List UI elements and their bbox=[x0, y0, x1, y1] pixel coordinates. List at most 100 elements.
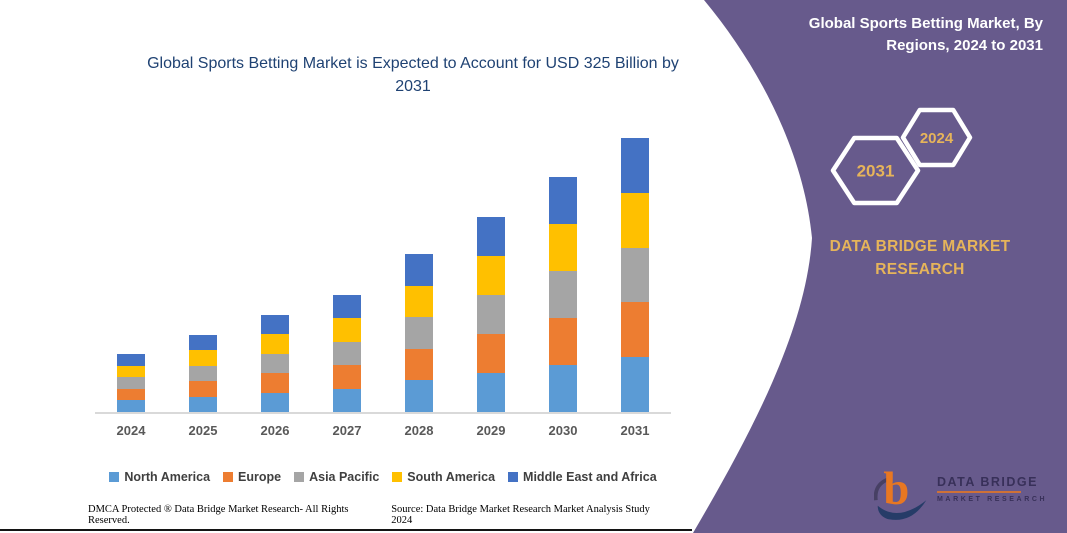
hexagon-2024-label: 2024 bbox=[920, 130, 954, 147]
footer-source-text: Source: Data Bridge Market Research Mark… bbox=[391, 504, 650, 526]
logo-text: DATA BRIDGE MARKET RESEARCH bbox=[937, 475, 1048, 503]
legend-label: Asia Pacific bbox=[309, 470, 380, 484]
legend-marker-icon bbox=[392, 472, 403, 482]
stacked-bar-chart bbox=[95, 127, 671, 414]
bar-segment-2026-europe bbox=[261, 373, 289, 393]
bar-segment-2027-south-america bbox=[333, 318, 361, 342]
bar-column-2027 bbox=[311, 127, 383, 412]
bar-column-2029 bbox=[455, 127, 527, 412]
x-axis-label-2026: 2026 bbox=[260, 423, 290, 438]
bar-column-2024 bbox=[95, 127, 167, 412]
footer-dmca-text: DMCA Protected ® Data Bridge Market Rese… bbox=[88, 504, 349, 526]
chart-legend: North America Europe Asia Pacific South Ame… bbox=[85, 470, 681, 484]
bar-segment-2024-south-america bbox=[117, 365, 145, 378]
legend-label: Europe bbox=[238, 470, 282, 484]
bar-column-2030 bbox=[527, 127, 599, 412]
legend-marker-icon bbox=[294, 472, 305, 482]
bar-column-2026 bbox=[239, 127, 311, 412]
x-axis-label-2025: 2025 bbox=[188, 423, 218, 438]
bar-segment-2030-middle-east-and-africa bbox=[549, 176, 577, 224]
brand-wordmark: DATA BRIDGE MARKET RESEARCH bbox=[829, 238, 1011, 279]
logo-line2: MARKET RESEARCH bbox=[937, 496, 1048, 503]
bar-segment-2024-europe bbox=[117, 388, 145, 401]
legend-item-europe: Europe bbox=[223, 470, 281, 484]
bar-segment-2025-asia-pacific bbox=[189, 365, 217, 381]
legend-item-asia-pacific: Asia Pacific bbox=[294, 470, 379, 484]
legend-marker-icon bbox=[223, 472, 234, 482]
bar-segment-2031-middle-east-and-africa bbox=[621, 138, 649, 193]
bar-segment-2026-middle-east-and-africa bbox=[261, 315, 289, 335]
footer: DMCA Protected ® Data Bridge Market Rese… bbox=[88, 504, 672, 526]
hexagon-2031-label: 2031 bbox=[857, 162, 895, 181]
bar-segment-2027-asia-pacific bbox=[333, 341, 361, 366]
x-axis-labels: 2024 2025 2026 2027 2028 2029 2030 2031 bbox=[95, 423, 671, 438]
bar-segment-2027-middle-east-and-africa bbox=[333, 294, 361, 319]
bar-segment-2031-north-america bbox=[621, 357, 649, 412]
legend-marker-icon bbox=[109, 472, 120, 482]
bar-segment-2030-asia-pacific bbox=[549, 270, 577, 318]
stacked-bar-2029 bbox=[477, 217, 505, 412]
sidebar-title: Global Sports Betting Market, By Regions… bbox=[808, 15, 1043, 54]
x-axis-label-2027: 2027 bbox=[332, 423, 362, 438]
dbmr-logo-icon: b bbox=[874, 463, 927, 520]
dbmr-logo: b DATA BRIDGE MARKET RESEARCH bbox=[874, 455, 1048, 523]
x-axis-label-2028: 2028 bbox=[404, 423, 434, 438]
chart-title: Global Sports Betting Market is Expected… bbox=[147, 55, 679, 96]
bar-segment-2028-europe bbox=[405, 348, 433, 381]
bar-segment-2031-asia-pacific bbox=[621, 247, 649, 303]
bar-segment-2025-europe bbox=[189, 381, 217, 397]
bar-segment-2026-north-america bbox=[261, 392, 289, 412]
bar-segment-2028-middle-east-and-africa bbox=[405, 254, 433, 286]
bar-segment-2025-middle-east-and-africa bbox=[189, 334, 217, 350]
bar-column-2028 bbox=[383, 127, 455, 412]
stacked-bar-2024 bbox=[117, 353, 145, 412]
bar-segment-2029-north-america bbox=[477, 373, 505, 412]
svg-text:b: b bbox=[883, 463, 909, 515]
hexagon-2031: 2031 bbox=[830, 135, 921, 206]
bar-segment-2024-north-america bbox=[117, 400, 145, 412]
bar-segment-2030-south-america bbox=[549, 223, 577, 271]
bar-segment-2026-south-america bbox=[261, 334, 289, 354]
bottom-border-line bbox=[0, 529, 692, 531]
bar-segment-2029-asia-pacific bbox=[477, 295, 505, 335]
bar-segment-2031-south-america bbox=[621, 192, 649, 248]
bar-segment-2028-north-america bbox=[405, 380, 433, 412]
bar-segment-2027-europe bbox=[333, 365, 361, 389]
bar-segment-2031-europe bbox=[621, 302, 649, 358]
legend-label: North America bbox=[124, 470, 211, 484]
legend-marker-icon bbox=[508, 472, 519, 482]
legend-item-middle-east-and-africa: Middle East and Africa bbox=[508, 470, 657, 484]
bar-segment-2024-middle-east-and-africa bbox=[117, 353, 145, 366]
stacked-bar-2030 bbox=[549, 176, 577, 412]
x-axis-label-2031: 2031 bbox=[620, 423, 650, 438]
legend-label: Middle East and Africa bbox=[523, 470, 657, 484]
bar-column-2025 bbox=[167, 127, 239, 412]
bar-segment-2026-asia-pacific bbox=[261, 353, 289, 374]
stacked-bar-2027 bbox=[333, 294, 361, 412]
x-axis-label-2030: 2030 bbox=[548, 423, 578, 438]
stacked-bar-2025 bbox=[189, 334, 217, 412]
bar-segment-2029-south-america bbox=[477, 256, 505, 296]
legend-item-north-america: North America bbox=[109, 470, 210, 484]
bar-segment-2028-south-america bbox=[405, 285, 433, 318]
bar-segment-2024-asia-pacific bbox=[117, 377, 145, 389]
bar-segment-2025-north-america bbox=[189, 396, 217, 412]
bar-column-2031 bbox=[599, 127, 671, 412]
x-axis-label-2024: 2024 bbox=[116, 423, 146, 438]
logo-divider bbox=[937, 491, 1021, 493]
bar-segment-2028-asia-pacific bbox=[405, 317, 433, 349]
x-axis-label-2029: 2029 bbox=[476, 423, 506, 438]
bar-segment-2029-middle-east-and-africa bbox=[477, 217, 505, 257]
legend-label: South America bbox=[407, 470, 496, 484]
logo-line1: DATA BRIDGE bbox=[937, 475, 1038, 489]
bar-segment-2025-south-america bbox=[189, 350, 217, 366]
bar-segment-2027-north-america bbox=[333, 388, 361, 412]
stacked-bar-2028 bbox=[405, 254, 433, 412]
bar-segment-2030-north-america bbox=[549, 364, 577, 412]
legend-item-south-america: South America bbox=[392, 470, 495, 484]
hexagon-2024: 2024 bbox=[900, 107, 973, 168]
stacked-bar-2026 bbox=[261, 315, 289, 412]
bar-segment-2030-europe bbox=[549, 317, 577, 365]
stacked-bar-2031 bbox=[621, 138, 649, 412]
